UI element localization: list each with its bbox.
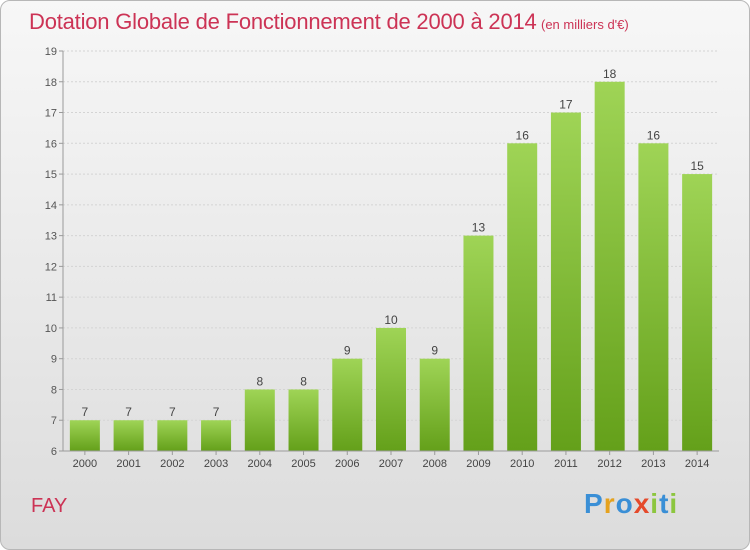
bar-2006 [332, 358, 363, 451]
commune-name: FAY [31, 495, 68, 517]
chart-title: Dotation Globale de Fonctionnement de 20… [29, 9, 537, 34]
y-tick-label: 9 [51, 354, 57, 366]
x-tick-label: 2008 [422, 458, 446, 470]
x-tick-label: 2011 [554, 458, 578, 470]
bar-2003 [201, 420, 232, 451]
y-tick-label: 12 [45, 261, 57, 273]
y-tick-label: 18 [45, 77, 57, 89]
data-label: 15 [690, 159, 704, 173]
y-tick-label: 6 [51, 446, 57, 458]
x-tick-label: 2013 [641, 458, 665, 470]
x-tick-label: 2007 [379, 458, 403, 470]
y-tick-label: 8 [51, 384, 57, 396]
y-tick-label: 14 [45, 200, 57, 212]
bar-2007 [376, 327, 406, 451]
x-tick-label: 2014 [685, 458, 709, 470]
data-label: 9 [431, 344, 438, 358]
logo-letter: i [650, 488, 660, 519]
data-label: 10 [384, 313, 398, 327]
bar-2012 [594, 81, 625, 452]
bar-2000 [69, 420, 100, 451]
data-label: 18 [603, 67, 617, 81]
bar-2005 [288, 389, 319, 451]
x-tick-label: 2004 [248, 458, 272, 470]
y-tick-label: 17 [45, 108, 57, 120]
x-tick-label: 2010 [510, 458, 534, 470]
bar-2002 [157, 420, 188, 451]
bar-2008 [419, 358, 450, 451]
x-tick-label: 2009 [466, 458, 490, 470]
y-tick-label: 15 [45, 169, 57, 181]
y-tick-label: 19 [45, 46, 57, 58]
bar-2001 [113, 420, 144, 451]
data-label: 7 [82, 405, 89, 419]
data-label: 9 [344, 344, 351, 358]
y-tick-label: 11 [46, 292, 57, 304]
bar-2011 [550, 112, 581, 452]
data-label: 16 [647, 128, 661, 142]
x-tick-label: 2002 [160, 458, 184, 470]
bar-2004 [244, 389, 275, 451]
y-tick-label: 16 [45, 138, 57, 150]
logo-letter: x [633, 488, 651, 519]
logo-letter: P [584, 488, 604, 519]
chart-unit-note: (en milliers d'€) [541, 17, 629, 32]
y-tick-label: 13 [45, 231, 57, 243]
logo-letter: r [603, 488, 616, 519]
data-label: 13 [472, 221, 486, 235]
y-tick-label: 10 [45, 323, 57, 335]
data-label: 8 [256, 374, 263, 388]
logo-letter: t [659, 488, 670, 519]
data-label: 16 [516, 128, 530, 142]
x-tick-label: 2000 [73, 458, 97, 470]
bar-2014 [682, 174, 713, 452]
data-label: 17 [559, 98, 573, 112]
x-tick-label: 2003 [204, 458, 228, 470]
proxiti-logo: Proxiti [584, 488, 678, 520]
data-label: 7 [213, 405, 220, 419]
bar-2009 [463, 235, 494, 451]
logo-letter: o [615, 488, 634, 519]
logo-letter: i [669, 488, 679, 519]
data-label: 7 [125, 405, 132, 419]
x-tick-label: 2001 [116, 458, 140, 470]
bar-2013 [638, 143, 669, 452]
x-tick-label: 2005 [291, 458, 315, 470]
data-label: 8 [300, 374, 307, 388]
data-label: 7 [169, 405, 176, 419]
x-tick-label: 2006 [335, 458, 359, 470]
y-tick-label: 7 [51, 415, 57, 427]
x-tick-label: 2012 [597, 458, 621, 470]
bar-2010 [507, 143, 538, 452]
